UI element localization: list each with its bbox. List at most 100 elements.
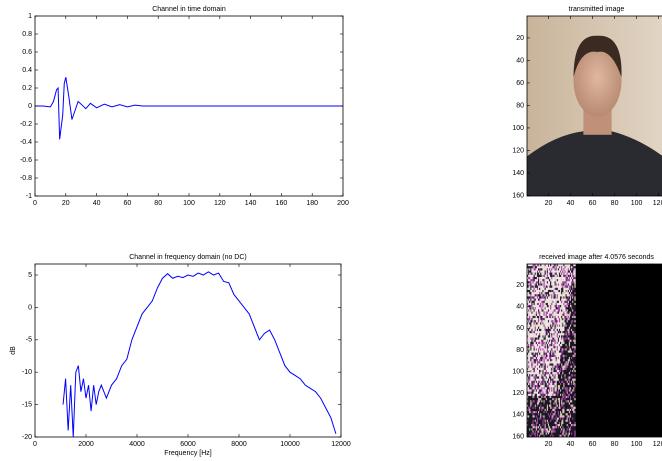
y-tick-label: 160 (512, 433, 524, 440)
image-pixel (574, 389, 575, 391)
image-pixel (574, 290, 575, 292)
image-pixel (574, 409, 575, 411)
x-tick-label: 20 (545, 200, 553, 207)
image-pixel (574, 379, 575, 381)
x-tick-label: 20 (545, 441, 553, 448)
image-pixel (574, 420, 575, 422)
y-tick-label: -5 (26, 337, 32, 344)
x-tick-label: 0 (33, 441, 37, 448)
y-tick-label: 5 (28, 272, 32, 279)
x-tick-label: 200 (337, 200, 349, 207)
image-pixel (574, 359, 575, 361)
y-tick-label: 40 (516, 57, 524, 64)
x-tick-label: 6000 (180, 441, 196, 448)
image-pixel (574, 387, 575, 389)
line (63, 272, 336, 437)
image-pixel (574, 415, 575, 417)
image-pixel (574, 275, 575, 277)
x-tick-label: 100 (631, 200, 643, 207)
image-pixel (574, 370, 575, 372)
y-tick-label: -0.8 (20, 175, 32, 182)
y-tick-label: 80 (516, 347, 524, 354)
image-pixel (574, 392, 575, 394)
image-pixel (574, 279, 575, 281)
x-tick-label: 0 (33, 200, 37, 207)
image-pixel (574, 426, 575, 428)
y-tick-label: 0.6 (22, 49, 32, 56)
image-pixel (574, 405, 575, 407)
y-axis-label: dB (10, 346, 17, 355)
image-pixel (574, 292, 575, 294)
image-pixel (574, 363, 575, 365)
image-pixel (574, 338, 575, 340)
image (527, 16, 662, 196)
y-tick-label: -10 (22, 369, 32, 376)
y-tick-label: -0.2 (20, 121, 32, 128)
y-tick-label: 160 (512, 192, 524, 199)
image-pixel (574, 294, 575, 296)
x-tick-label: 160 (276, 200, 288, 207)
x-tick-label: 140 (245, 200, 257, 207)
axes-box (35, 264, 341, 437)
y-tick-label: 60 (516, 325, 524, 332)
image-pixel (574, 327, 575, 329)
image-pixel (574, 281, 575, 283)
image-pixel (574, 296, 575, 298)
x-axis-label: Frequency [Hz] (164, 450, 212, 457)
x-tick-label: 60 (589, 200, 597, 207)
image-pixel (574, 342, 575, 344)
image-pixel (574, 383, 575, 385)
y-tick-label: 1 (28, 13, 32, 20)
image-pixel (574, 368, 575, 370)
y-tick-label: 0 (28, 304, 32, 311)
x-tick-label: 40 (567, 441, 575, 448)
y-tick-label: 100 (512, 125, 524, 132)
image (527, 264, 662, 437)
x-tick-label: 100 (631, 441, 643, 448)
image-pixel (574, 316, 575, 318)
image-pixel (574, 407, 575, 409)
y-tick-label: -15 (22, 401, 32, 408)
plot-title: received image after 4.0576 seconds (539, 254, 654, 261)
image-pixel (574, 346, 575, 348)
image-pixel (574, 402, 575, 404)
image-pixel (574, 331, 575, 333)
image-pixel (574, 424, 575, 426)
image-pixel (574, 329, 575, 331)
image-pixel (574, 376, 575, 378)
image-pixel (574, 268, 575, 270)
x-tick-label: 120 (653, 441, 662, 448)
y-tick-label: 120 (512, 147, 524, 154)
image-pixel (574, 322, 575, 324)
y-tick-label: -20 (22, 434, 32, 441)
image-pixel (574, 433, 575, 435)
image-pixel (574, 270, 575, 272)
image-pixel (574, 431, 575, 433)
image-pixel (574, 372, 575, 374)
x-tick-label: 12000 (331, 441, 351, 448)
image-pixel (574, 266, 575, 268)
y-tick-label: 140 (512, 412, 524, 419)
image-pixel (574, 335, 575, 337)
x-tick-label: 180 (306, 200, 318, 207)
image-pixel (574, 394, 575, 396)
x-tick-label: 40 (93, 200, 101, 207)
image-pixel (574, 351, 575, 353)
y-tick-label: 40 (516, 304, 524, 311)
y-tick-label: 20 (516, 35, 524, 42)
image-pixel (574, 422, 575, 424)
x-tick-label: 120 (653, 200, 662, 207)
image-pixel (574, 299, 575, 301)
y-tick-label: 60 (516, 80, 524, 87)
image-pixel (574, 325, 575, 327)
x-tick-label: 2000 (78, 441, 94, 448)
image-pixel (574, 333, 575, 335)
plot-title: Channel in time domain (152, 6, 226, 13)
image-pixel (574, 303, 575, 305)
y-tick-label: 120 (512, 390, 524, 397)
image-pixel (574, 400, 575, 402)
image-pixel (574, 428, 575, 430)
x-tick-label: 60 (589, 441, 597, 448)
y-tick-label: 0.2 (22, 85, 32, 92)
